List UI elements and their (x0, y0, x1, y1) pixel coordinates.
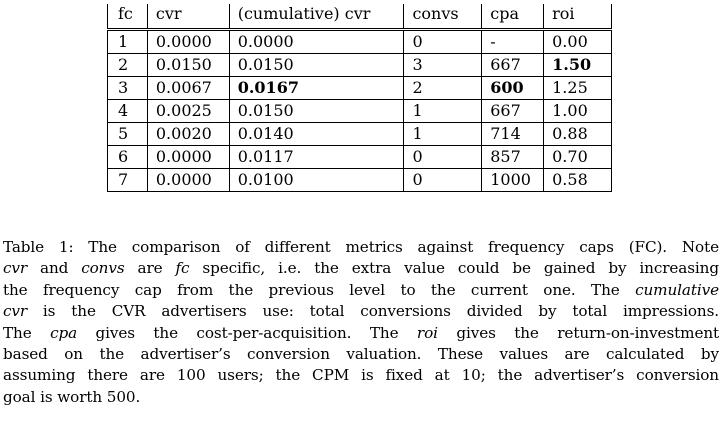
table-header-row: fc cvr (cumulative) cvr convs cpa roi (107, 4, 612, 31)
header-cpa: cpa (481, 4, 544, 31)
cell-cpa: 667 (481, 53, 544, 77)
cell-roi: 1.00 (543, 99, 612, 123)
caption-text: assuming there are 100 users; the CPM is… (3, 366, 719, 385)
header-convs: convs (403, 4, 482, 31)
caption-text: The (3, 323, 51, 342)
cell-cumulative-cvr: 0.0150 (228, 99, 404, 123)
table-row: 7 0.0000 0.0100 0 1000 0.58 (107, 168, 612, 192)
header-fc: fc (107, 4, 148, 31)
cell-roi: 0.58 (543, 168, 612, 192)
cell-cpa: 714 (481, 122, 544, 146)
cell-roi-best: 1.50 (543, 53, 612, 77)
cell-convs: 1 (403, 122, 482, 146)
caption-text: gives the cost-per-acquisition. The (77, 323, 417, 342)
cell-cvr: 0.0025 (146, 99, 230, 123)
caption-line: goal is worth 500. (3, 387, 719, 408)
cell-roi: 0.00 (543, 29, 612, 54)
metrics-table-container: fc cvr (cumulative) cvr convs cpa roi 1 … (107, 4, 612, 192)
cell-fc: 1 (107, 29, 148, 54)
caption-line: assuming there are 100 users; the CPM is… (3, 365, 719, 386)
cell-cpa: 667 (481, 99, 544, 123)
caption-term-convs: convs (81, 259, 125, 278)
cell-convs: 0 (403, 168, 482, 192)
cell-convs: 0 (403, 29, 482, 54)
caption-text: is the CVR advertisers use: total conver… (27, 302, 719, 321)
cell-convs: 1 (403, 99, 482, 123)
table-caption: Table 1: The comparison of different met… (3, 237, 719, 408)
caption-term-cvr: cvr (3, 302, 28, 321)
cell-cumulative-cvr: 0.0150 (228, 53, 404, 77)
caption-line: cvr is the CVR advertisers use: total co… (3, 301, 719, 322)
header-cvr: cvr (146, 4, 230, 31)
cell-cvr: 0.0067 (146, 76, 230, 100)
table-row: 5 0.0020 0.0140 1 714 0.88 (107, 122, 612, 146)
caption-text: gives the return-on-investment (437, 323, 720, 342)
cell-cvr: 0.0020 (146, 122, 230, 146)
cell-convs: 2 (403, 76, 482, 100)
caption-term-cvr: cvr (3, 259, 28, 278)
cell-cumulative-cvr: 0.0000 (228, 29, 404, 54)
table-row: 4 0.0025 0.0150 1 667 1.00 (107, 99, 612, 123)
caption-text: are (124, 259, 176, 278)
cell-cumulative-cvr: 0.0100 (228, 168, 404, 192)
cell-fc: 7 (107, 168, 148, 192)
table-row: 2 0.0150 0.0150 3 667 1.50 (107, 53, 612, 77)
cell-roi: 1.25 (543, 76, 612, 100)
cell-cpa-best: 600 (481, 76, 544, 100)
cell-convs: 0 (403, 145, 482, 169)
caption-text: goal is worth 500. (3, 387, 141, 406)
caption-line: cvr and convs are fc specific, i.e. the … (3, 258, 719, 279)
table-row: 3 0.0067 0.0167 2 600 1.25 (107, 76, 612, 100)
cell-convs: 3 (403, 53, 482, 77)
caption-term-roi: roi (416, 323, 438, 342)
cell-fc: 3 (107, 76, 148, 100)
caption-text: based on the advertiser’s conversion val… (3, 345, 719, 364)
cell-roi: 0.88 (543, 122, 612, 146)
caption-text: Table 1: The comparison of different met… (3, 238, 719, 256)
caption-line: the frequency cap from the previous leve… (3, 280, 719, 301)
caption-term-cpa: cpa (50, 323, 78, 342)
cell-cpa: - (481, 29, 544, 54)
caption-line: The cpa gives the cost-per-acquisition. … (3, 323, 719, 344)
header-cumulative-cvr: (cumulative) cvr (228, 4, 404, 31)
cell-cumulative-cvr-best: 0.0167 (228, 76, 404, 100)
caption-text: and (27, 259, 82, 278)
cell-roi: 0.70 (543, 145, 612, 169)
cell-cumulative-cvr: 0.0117 (228, 145, 404, 169)
metrics-table: fc cvr (cumulative) cvr convs cpa roi 1 … (107, 4, 612, 192)
caption-text: specific, i.e. the extra value could be … (189, 259, 719, 278)
cell-cvr: 0.0150 (146, 53, 230, 77)
cell-cvr: 0.0000 (146, 168, 230, 192)
caption-term-fc: fc (175, 259, 190, 278)
table-row: 1 0.0000 0.0000 0 - 0.00 (107, 29, 612, 54)
header-roi: roi (543, 4, 612, 31)
cell-cvr: 0.0000 (146, 29, 230, 54)
caption-line: based on the advertiser’s conversion val… (3, 344, 719, 365)
cell-cvr: 0.0000 (146, 145, 230, 169)
cell-cpa: 857 (481, 145, 544, 169)
table-row: 6 0.0000 0.0117 0 857 0.70 (107, 145, 612, 169)
cell-fc: 2 (107, 53, 148, 77)
caption-line: Table 1: The comparison of different met… (3, 237, 719, 258)
cell-fc: 6 (107, 145, 148, 169)
cell-cumulative-cvr: 0.0140 (228, 122, 404, 146)
cell-fc: 4 (107, 99, 148, 123)
caption-text: the frequency cap from the previous leve… (3, 280, 636, 299)
cell-cpa: 1000 (481, 168, 544, 192)
caption-term-cumulative: cumulative (635, 280, 719, 299)
cell-fc: 5 (107, 122, 148, 146)
